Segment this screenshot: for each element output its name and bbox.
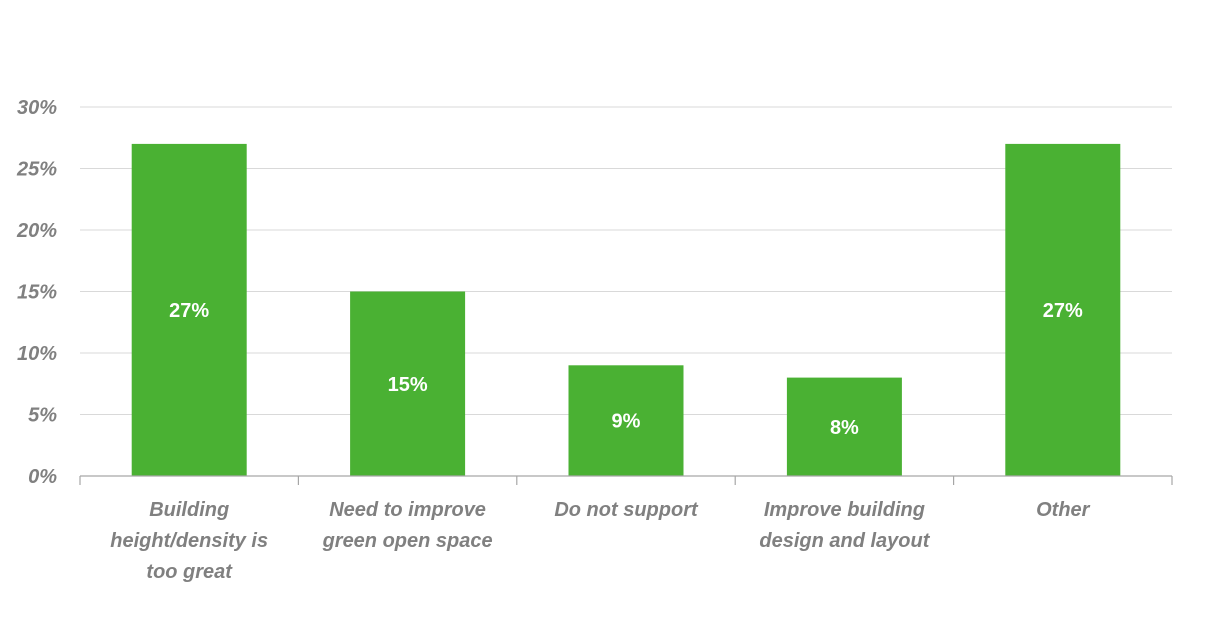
y-tick-label: 0% bbox=[28, 466, 57, 488]
data-label: 9% bbox=[612, 411, 641, 433]
data-labels: 27% 15% 9% 8% 27% bbox=[169, 300, 1083, 439]
data-label: 27% bbox=[1043, 300, 1083, 322]
bars bbox=[131, 143, 1121, 476]
y-tick-label: 30% bbox=[17, 97, 57, 119]
data-label: 27% bbox=[169, 300, 209, 322]
y-axis-tick-labels: 0% 5% 10% 15% 20% 25% 30% bbox=[16, 97, 57, 488]
x-category-label: Improve building design and layout bbox=[759, 499, 930, 552]
y-tick-label: 25% bbox=[16, 159, 57, 181]
y-tick-label: 15% bbox=[17, 282, 57, 304]
data-label: 15% bbox=[388, 374, 428, 396]
axes bbox=[79, 475, 1173, 485]
x-category-label: Do not support bbox=[554, 499, 699, 521]
x-category-label: Other bbox=[1036, 499, 1091, 521]
y-tick-label: 10% bbox=[17, 343, 57, 365]
bar bbox=[568, 365, 684, 476]
y-tick-label: 5% bbox=[28, 405, 57, 427]
bar bbox=[1005, 143, 1121, 476]
x-category-label: Need to improve green open space bbox=[322, 499, 493, 552]
bar bbox=[350, 291, 466, 476]
bar bbox=[131, 143, 247, 476]
x-category-label: Building height/density is too great bbox=[110, 499, 268, 583]
data-label: 8% bbox=[830, 417, 859, 439]
gridlines bbox=[80, 106, 1172, 415]
bar bbox=[786, 377, 902, 476]
y-tick-label: 20% bbox=[16, 220, 57, 242]
x-axis-category-labels: Building height/density is too great Need t… bbox=[110, 499, 1090, 583]
